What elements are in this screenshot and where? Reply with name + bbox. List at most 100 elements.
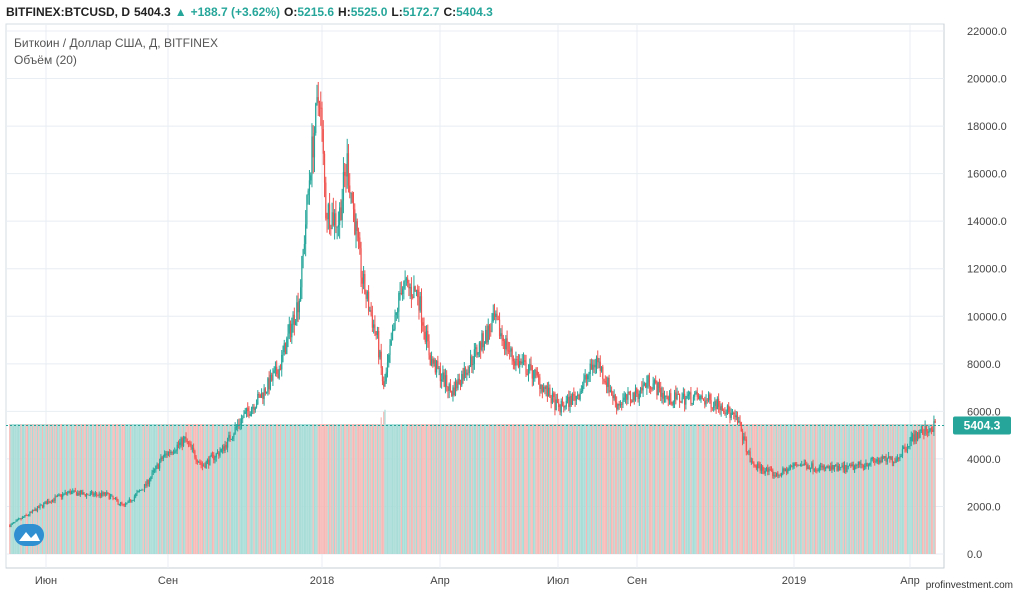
candle-body [297,302,299,313]
candle-body [75,491,78,496]
volume-bar [821,424,823,554]
volume-bar [9,424,11,554]
volume-bar [624,424,627,554]
candle-body [291,323,293,338]
candle-body [568,396,570,407]
volume-bar [628,424,630,554]
candle-body [191,447,193,449]
volume-bar [522,424,525,554]
candle-body [767,468,769,472]
candle-body [167,451,170,456]
candle-body [855,464,857,466]
volume-bar [568,424,570,554]
volume-bar [215,424,217,554]
candle-body [244,411,246,414]
volume-bar [53,424,55,554]
volume-bar [666,424,668,554]
candle-body [375,331,377,336]
candle-body [302,249,304,257]
candle-body [516,358,518,360]
candle-body [394,315,396,330]
volume-bar [651,424,653,554]
volume-bar [127,424,129,554]
volume-bar [153,424,156,554]
volume-bar [356,424,358,554]
high-label: H: [338,5,351,19]
volume-bar [854,424,856,554]
candle-body [860,463,862,465]
candle-body [502,338,504,342]
candle-body [660,387,662,397]
volume-bar [699,424,701,554]
volume-bar [811,424,813,554]
volume-bar [443,424,445,554]
volume-bar [374,424,376,554]
candle-body [260,392,263,398]
volume-bar [404,424,406,554]
volume-bar [204,424,206,554]
volume-bar [925,424,927,554]
candle-body [239,424,241,425]
volume-bar [712,424,715,554]
candle-body [543,386,545,392]
candle-body [752,461,754,463]
volume-bar [102,424,104,554]
candle-body [342,172,345,201]
volume-bar [92,424,94,554]
candle-body [379,351,381,358]
candle-body [583,379,585,386]
candle-body [743,436,745,441]
candle-body [637,393,639,400]
volume-bar [796,424,798,554]
volume-bar [35,424,37,554]
volume-bar [386,424,389,554]
volume-bar [827,424,829,554]
volume-bar [16,424,18,554]
volume-bar [514,424,516,554]
candle-body [636,387,638,394]
volume-bar [310,424,312,554]
volume-bar [780,424,783,554]
candle-body [736,415,739,423]
volume-bar [274,424,277,554]
logo-badge [14,524,44,546]
volume-bar [91,424,93,554]
candle-body [579,391,581,400]
volume-bar [769,424,771,554]
volume-bar [45,424,47,554]
candle-body [773,475,775,477]
candle-body [754,465,756,466]
volume-bar [193,424,195,554]
candle-body [532,377,535,379]
volume-bar [453,424,455,554]
volume-bar [200,424,202,554]
candle-body [254,407,256,410]
volume-bar [133,424,136,554]
volume-legend[interactable]: Объём (20) [14,53,77,67]
candle-body [793,463,795,467]
symbol-name[interactable]: BITFINEX:BTCUSD, D [6,5,130,19]
volume-bar [707,424,710,554]
candle-body [114,498,117,500]
candle-body [247,407,249,412]
volume-bar [496,424,498,554]
volume-bar [279,424,282,554]
candle-body [248,411,250,416]
volume-bar [736,424,739,554]
volume-bar [19,424,21,554]
volume-bar [342,424,345,554]
volume-bar [424,424,426,554]
volume-bar [618,424,620,554]
volume-bar [420,424,423,554]
volume-bar [394,424,396,554]
candle-body [545,386,547,390]
volume-bar [248,424,250,554]
candle-body [376,330,379,336]
candle-body [96,493,98,495]
candle-body [140,490,142,491]
volume-bar [55,424,57,554]
candle-body [310,175,312,181]
candle-body [54,496,56,501]
chart-title[interactable]: Биткоин / Доллар США, Д, BITFINEX [14,36,218,50]
